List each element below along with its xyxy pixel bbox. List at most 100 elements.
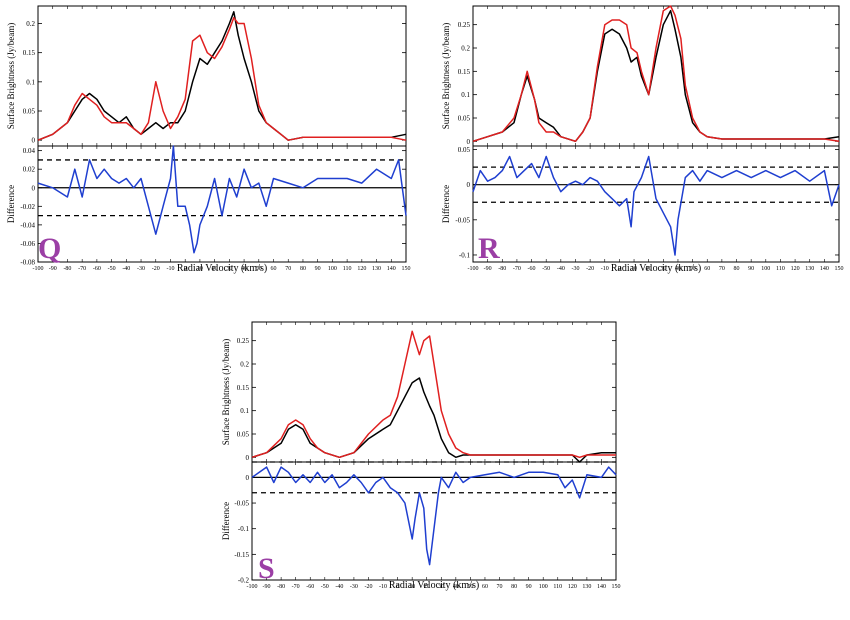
chart-panel-S: 0 0.05 0.1 0.15 0.2 0.25 Surface Brightness (J… — [221, 321, 621, 591]
x-tick-label: 10 — [409, 584, 415, 590]
panel-label-S: S — [258, 552, 275, 585]
x-tick-label: 60 — [704, 266, 710, 272]
x-tick-label: 110 — [343, 266, 352, 272]
x-tick-label: 20 — [424, 584, 430, 590]
surface-brightness-y-tick-label: 0 — [467, 138, 471, 146]
x-tick-label: 30 — [438, 584, 444, 590]
difference-y-tick-label: -0.1 — [238, 525, 250, 533]
surface-brightness-y-tick-label: 0.05 — [237, 431, 250, 439]
surface-brightness-y-tick-label: 0.15 — [237, 384, 250, 392]
x-tick-label: 120 — [568, 584, 577, 590]
difference-y-label: Difference — [441, 185, 451, 223]
x-axis-label: Radial Velocity (km/s) — [611, 263, 701, 274]
panel-label-R: R — [478, 232, 500, 265]
panel-label-Q: Q — [38, 232, 61, 265]
x-axis-label: Radial Velocity (km/s) — [177, 263, 267, 274]
x-tick-label: 100 — [328, 266, 337, 272]
x-tick-label: -80 — [63, 266, 71, 272]
surface-brightness-y-tick-label: 0 — [32, 137, 36, 145]
x-tick-label: 140 — [387, 266, 396, 272]
x-tick-label: 50 — [690, 266, 696, 272]
difference-y-tick-label: -0.1 — [459, 251, 471, 259]
difference-y-tick-label: -0.02 — [20, 203, 35, 211]
x-tick-label: -70 — [292, 584, 300, 590]
x-tick-label: 150 — [835, 266, 844, 272]
x-tick-label: 0 — [184, 266, 187, 272]
x-tick-label: 60 — [271, 266, 277, 272]
difference-y-tick-label: -0.05 — [234, 500, 249, 508]
x-tick-label: -30 — [350, 584, 358, 590]
difference-subplot: -0.1 -0.05 0 0.05 Difference — [441, 145, 840, 263]
x-tick-label: -100 — [33, 266, 44, 272]
difference-y-tick-label: -0.04 — [20, 221, 35, 229]
difference-y-tick-label: -0.2 — [238, 577, 250, 585]
surface-brightness-series-line-0 — [37, 11, 407, 141]
x-tick-label: -40 — [122, 266, 130, 272]
surface-brightness-y-label: Surface Brightness (Jy/beam) — [6, 23, 16, 129]
surface-brightness-frame — [251, 321, 617, 463]
x-tick-label: 60 — [482, 584, 488, 590]
difference-subplot: -0.08 -0.06 -0.04 -0.02 0 0.02 0.04 Difference — [6, 145, 407, 267]
surface-brightness-y-tick-label: 0.05 — [23, 108, 36, 116]
x-tick-label: -90 — [484, 266, 492, 272]
difference-series-line-0 — [251, 466, 617, 566]
surface-brightness-y-tick-label: 0.1 — [240, 407, 249, 415]
surface-brightness-subplot: 0 0.05 0.1 0.15 0.2 Surface Brightness (Jy/be… — [6, 5, 407, 147]
x-tick-label: 90 — [526, 584, 532, 590]
x-tick-label: -10 — [166, 266, 174, 272]
x-tick-label: -10 — [601, 266, 609, 272]
x-tick-label: -10 — [379, 584, 387, 590]
x-tick-label: -80 — [277, 584, 285, 590]
surface-brightness-series-line-1 — [251, 330, 616, 459]
difference-frame — [37, 145, 407, 263]
x-tick-label: -20 — [586, 266, 594, 272]
x-tick-label: 40 — [675, 266, 681, 272]
x-tick-label: 20 — [212, 266, 218, 272]
x-tick-label: -90 — [263, 584, 271, 590]
x-tick-label: -60 — [93, 266, 101, 272]
surface-brightness-y-tick-label: 0.2 — [461, 45, 470, 53]
difference-y-label: Difference — [6, 185, 16, 223]
x-tick-label: 20 — [646, 266, 652, 272]
x-tick-label: -60 — [306, 584, 314, 590]
x-tick-label: 110 — [776, 266, 785, 272]
x-tick-label: 120 — [357, 266, 366, 272]
x-tick-label: 130 — [372, 266, 381, 272]
x-tick-label: -20 — [364, 584, 372, 590]
x-tick-label: -90 — [49, 266, 57, 272]
x-tick-label: 120 — [791, 266, 800, 272]
surface-brightness-subplot: 0 0.05 0.1 0.15 0.2 0.25 Surface Brightness (J… — [221, 321, 617, 463]
x-tick-label: -30 — [571, 266, 579, 272]
surface-brightness-y-tick-label: 0.25 — [237, 337, 250, 345]
difference-series-line-0 — [37, 145, 407, 254]
surface-brightness-y-tick-label: 0.15 — [23, 49, 36, 57]
surface-brightness-y-tick-label: 0.2 — [26, 20, 35, 28]
surface-brightness-y-tick-label: 0.1 — [461, 91, 470, 99]
surface-brightness-subplot: 0 0.05 0.1 0.15 0.2 0.25 Surface Brightness (J… — [441, 5, 840, 147]
x-tick-label: -40 — [335, 584, 343, 590]
difference-y-tick-label: 0.05 — [458, 146, 471, 154]
x-tick-label: -80 — [498, 266, 506, 272]
x-tick-label: 80 — [300, 266, 306, 272]
x-tick-label: 80 — [511, 584, 517, 590]
difference-y-tick-label: -0.05 — [455, 216, 470, 224]
x-tick-label: -50 — [542, 266, 550, 272]
surface-brightness-y-label: Surface Brightness (Jy/beam) — [441, 23, 451, 129]
surface-brightness-y-tick-label: 0.15 — [458, 68, 471, 76]
x-tick-label: 90 — [748, 266, 754, 272]
x-tick-label: 40 — [453, 584, 459, 590]
x-tick-label: -50 — [108, 266, 116, 272]
difference-y-label: Difference — [221, 502, 231, 540]
surface-brightness-y-label: Surface Brightness (Jy/beam) — [221, 339, 231, 445]
x-tick-label: -100 — [468, 266, 479, 272]
x-tick-label: -50 — [321, 584, 329, 590]
x-tick-label: 140 — [597, 584, 606, 590]
difference-y-tick-label: -0.15 — [234, 551, 249, 559]
x-tick-label: 80 — [734, 266, 740, 272]
chart-panel-Q: 0 0.05 0.1 0.15 0.2 Surface Brightness (Jy/be… — [6, 5, 411, 274]
difference-y-tick-label: 0.04 — [23, 147, 36, 155]
difference-y-tick-label: 0 — [32, 184, 36, 192]
x-tick-label: 10 — [631, 266, 637, 272]
